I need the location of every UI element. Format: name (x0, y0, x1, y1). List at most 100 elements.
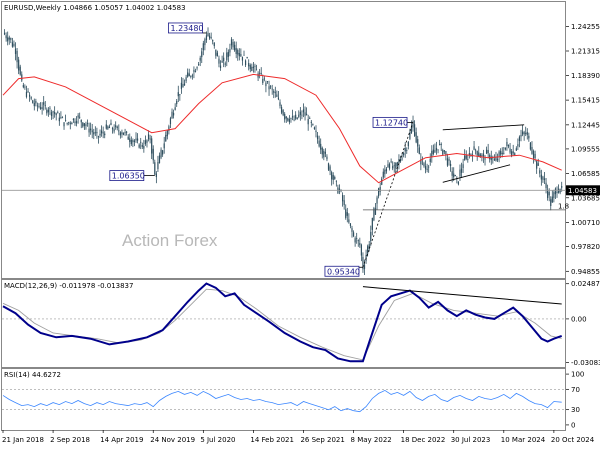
candle-body (320, 143, 322, 150)
candle-body (417, 139, 419, 147)
time-tick-label: 26 Sep 2021 (300, 436, 344, 444)
candle-body (196, 67, 198, 69)
candle-body (412, 121, 414, 128)
candle-body (152, 148, 154, 161)
rsi-panel-title: RSI(14) 44.6272 (4, 371, 61, 379)
candle-body (437, 149, 439, 151)
axis-tick-label: 1.18390 (571, 72, 600, 80)
candle-body (446, 158, 449, 166)
candle-body (557, 188, 560, 193)
candle-body (388, 163, 391, 169)
candle-body (423, 163, 425, 167)
candle-body (526, 131, 528, 135)
axis-tick-label: 30 (571, 406, 580, 414)
candle-body (287, 118, 289, 121)
candle-body (260, 73, 262, 74)
candle-body (41, 107, 43, 109)
price-annotations: 1.23480 1.06350 1.12740 0.95340 (109, 22, 414, 277)
candle-body (183, 83, 186, 86)
annotation-box (324, 265, 360, 277)
candle-body (182, 84, 184, 88)
candle-body (249, 65, 251, 70)
candle-body (155, 173, 157, 178)
candle-body (445, 151, 447, 155)
candle-body (174, 107, 176, 110)
current-price-badge: 1.04583 (566, 185, 600, 196)
candle-body (90, 128, 92, 131)
rsi-axis-ticks: 100 70 30 0 (566, 371, 584, 429)
candle-body (270, 86, 272, 88)
axis-tick-label: 1.06585 (571, 170, 600, 178)
candle-body (265, 82, 267, 87)
candle-body (515, 148, 517, 151)
candle-body (179, 94, 181, 96)
candle-body (385, 168, 388, 172)
candle-body (556, 191, 558, 193)
candle-body (306, 113, 308, 116)
candle-body (248, 63, 250, 67)
price-trend-lines (362, 122, 525, 268)
candle-body (363, 264, 366, 269)
candle-body (44, 105, 46, 107)
candle-body (234, 44, 236, 51)
candle-body (140, 141, 142, 143)
candle-body (50, 112, 53, 116)
macd-axis-ticks: 0.024871 0.00 -0.030836 (566, 280, 600, 367)
candle-body (548, 191, 550, 196)
candle-body (293, 119, 295, 121)
candle-body (429, 158, 431, 162)
candle-body (484, 158, 486, 160)
candle-body (226, 52, 228, 61)
candle-body (58, 117, 60, 122)
candle-body (489, 154, 491, 160)
candle-body (154, 162, 156, 175)
candle-body (221, 60, 223, 63)
candle-body (10, 38, 12, 40)
candle-body (302, 109, 305, 113)
candle-body (169, 118, 172, 125)
candle-body (88, 128, 90, 133)
candle-body (13, 43, 15, 47)
candle-body (331, 172, 333, 180)
axis-tick-label: 1.12445 (571, 121, 600, 129)
candle-body (199, 57, 201, 61)
candle-body (171, 111, 173, 119)
candle-body (32, 100, 34, 104)
candle-body (343, 200, 345, 206)
candle-body (404, 148, 406, 152)
candle-body (310, 121, 312, 123)
candle-body (512, 151, 514, 154)
candle-body (237, 50, 239, 55)
candle-body (554, 188, 557, 195)
candle-body (362, 257, 364, 270)
candle-body (432, 149, 434, 154)
candle-body (118, 130, 120, 132)
macd-panel-title: MACD(12,26,9) -0.011978 -0.013837 (4, 282, 133, 290)
candle-body (57, 112, 59, 114)
candle-body (449, 163, 452, 167)
candle-body (342, 195, 344, 202)
candle-body (190, 76, 192, 77)
candle-body (14, 48, 17, 54)
candle-body (202, 43, 204, 51)
candle-body (277, 97, 280, 100)
price-panel-frame (1, 1, 566, 279)
candle-body (467, 159, 469, 160)
candle-body (296, 117, 298, 119)
candle-body (279, 102, 281, 106)
candle-body (113, 129, 115, 132)
candle-body (198, 64, 200, 66)
axis-tick-label: 1.00710 (571, 219, 600, 227)
candle-body (504, 147, 506, 150)
candle-body (8, 37, 10, 40)
candle-body (162, 150, 164, 155)
time-tick-label: 5 Jul 2020 (200, 436, 235, 444)
candle-body (213, 42, 215, 47)
moving-average-line (2, 73, 562, 184)
annotation-label: 0.95340 (327, 267, 360, 276)
candle-body (498, 151, 500, 157)
candle-body (324, 151, 326, 154)
candle-body (354, 238, 356, 243)
level-label: 1.8 (558, 202, 569, 210)
